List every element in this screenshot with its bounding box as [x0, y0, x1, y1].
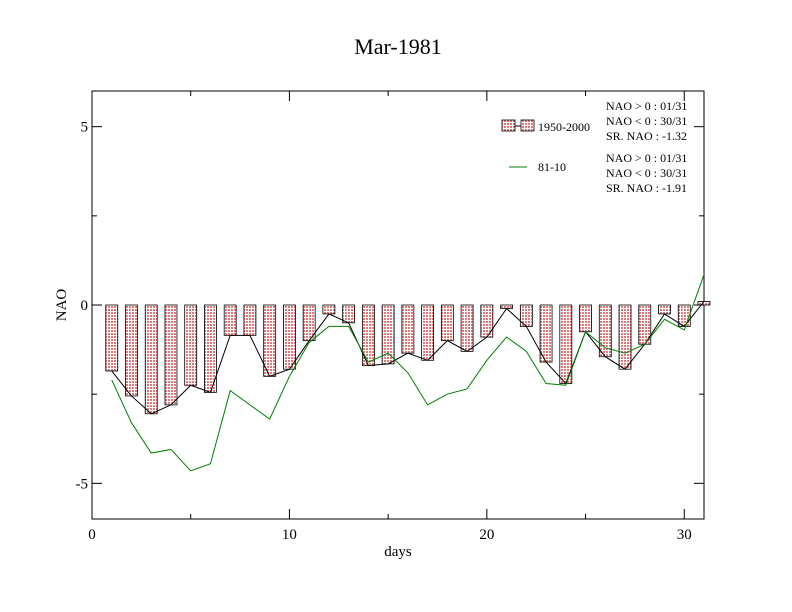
bar-day-25 — [579, 304, 592, 333]
bar-day-18 — [440, 304, 454, 342]
bar-day-29 — [658, 304, 671, 315]
legend-label-1950-2000: 1950-2000 — [538, 120, 590, 134]
legend-stat-81-10-pos: NAO > 0 : 01/31 — [606, 151, 687, 165]
legend-stat-1950-2000-pos: NAO > 0 : 01/31 — [606, 99, 687, 113]
legend-stat-1950-2000-sr: SR. NAO : -1.32 — [606, 129, 687, 143]
y-tick-label: 5 — [81, 120, 89, 136]
line-81-10 — [111, 274, 705, 472]
y-axis-label: NAO — [54, 289, 70, 322]
bar-day-19 — [460, 304, 474, 352]
bar-day-17 — [421, 304, 435, 361]
x-tick-label: 20 — [479, 527, 494, 543]
legend: 1950-2000 NAO > 0 : 01/31 NAO < 0 : 30/3… — [501, 99, 687, 195]
bar-day-9 — [263, 304, 277, 377]
bar-day-16 — [401, 304, 415, 354]
legend-stat-81-10-neg: NAO < 0 : 30/31 — [606, 166, 687, 180]
x-axis-label: days — [384, 544, 412, 560]
legend-swatch-1950-2000-right — [520, 119, 535, 132]
bar-day-1 — [105, 304, 119, 372]
x-tick-label: 0 — [88, 527, 96, 543]
chart-title: Mar-1981 — [354, 34, 442, 59]
legend-label-81-10: 81-10 — [538, 160, 566, 174]
axes: 0 10 20 30 -5 0 5 — [76, 91, 704, 543]
bar-day-3 — [144, 304, 158, 415]
bar-day-12 — [322, 304, 336, 315]
bar-day-10 — [283, 304, 296, 370]
bar-day-5 — [184, 304, 198, 386]
bar-day-7 — [223, 304, 237, 336]
bar-day-8 — [243, 304, 257, 336]
bar-day-13 — [342, 304, 356, 324]
x-tick-label: 30 — [677, 527, 692, 543]
legend-stat-81-10-sr: SR. NAO : -1.91 — [606, 181, 687, 195]
line-1950-2000 — [111, 301, 705, 415]
bar-day-2 — [125, 304, 138, 397]
legend-swatch-1950-2000-left — [501, 119, 516, 132]
bar-day-27 — [618, 304, 632, 370]
bar-series-1950-2000 — [105, 301, 711, 415]
x-tick-label: 10 — [282, 527, 297, 543]
legend-stat-1950-2000-neg: NAO < 0 : 30/31 — [606, 114, 687, 128]
bar-day-4 — [164, 304, 178, 406]
line-series — [111, 274, 705, 472]
bar-day-20 — [480, 304, 494, 338]
y-tick-label: 0 — [81, 298, 89, 314]
y-tick-label: -5 — [76, 476, 89, 492]
